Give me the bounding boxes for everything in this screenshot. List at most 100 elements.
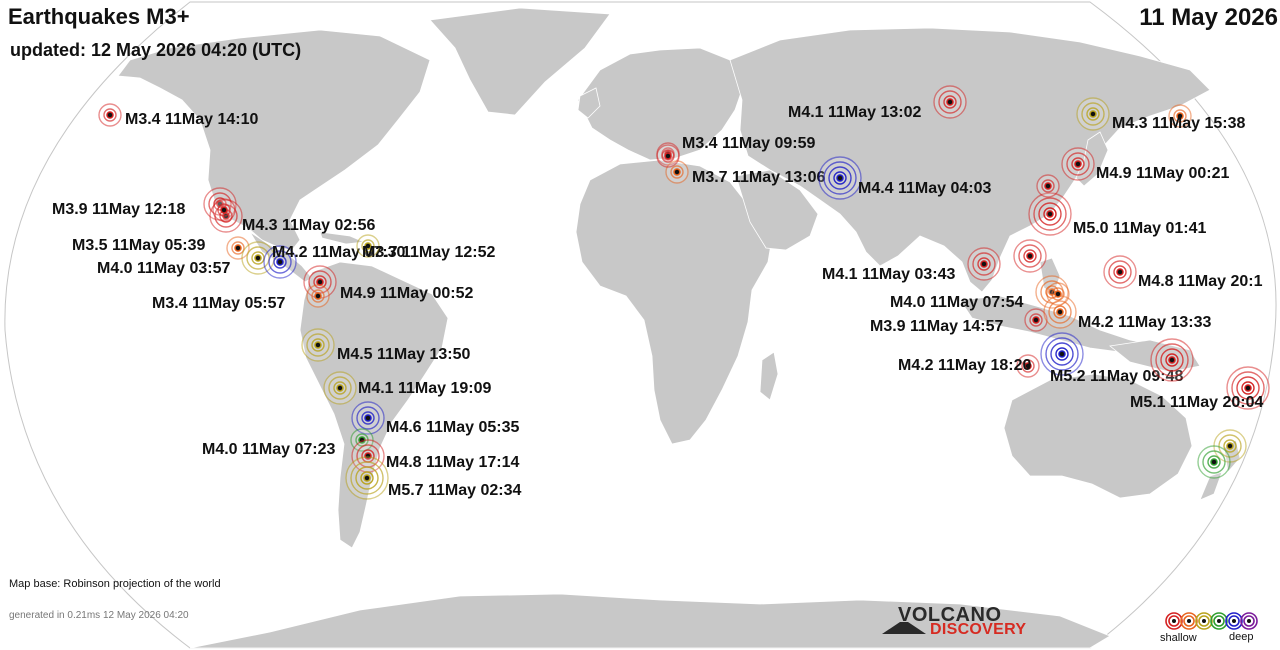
new-zealand-south <box>1199 471 1223 501</box>
quake-ring <box>1051 287 1065 301</box>
generated-note: generated in 0.21ms 12 May 2026 04:20 <box>9 610 189 621</box>
quake-ring <box>1218 434 1242 458</box>
quake-ring <box>1160 348 1184 372</box>
legend-shallow-label: shallow <box>1160 632 1197 644</box>
earthquake-marker[interactable] <box>1168 104 1192 128</box>
quake-epicenter <box>1168 356 1176 364</box>
quake-label: M4.2 11May 18:20 <box>898 357 1032 374</box>
legend-dot <box>1232 619 1236 623</box>
earthquake-marker[interactable] <box>1016 354 1040 378</box>
page-title: Earthquakes M3+ <box>8 4 190 29</box>
earthquake-marker[interactable] <box>656 144 680 168</box>
earthquake-marker[interactable] <box>356 234 380 258</box>
quake-label: M5.2 11May 09:48 <box>1050 368 1184 385</box>
quake-ring <box>1202 450 1226 474</box>
earthquake-marker[interactable] <box>306 284 330 308</box>
quake-ring <box>350 461 384 495</box>
legend-deep-label: deep <box>1229 631 1254 643</box>
earthquake-marker[interactable] <box>1076 97 1110 131</box>
map-base-note: Map base: Robinson projection of the wor… <box>9 578 221 590</box>
quake-label: M4.3 11May 15:38 <box>1112 115 1246 132</box>
earthquake-marker[interactable] <box>933 85 967 119</box>
quake-ring <box>1207 455 1221 469</box>
quake-ring <box>1045 337 1079 371</box>
quake-ring <box>972 252 996 276</box>
earthquake-marker[interactable] <box>241 241 275 275</box>
earthquake-marker[interactable] <box>351 401 385 435</box>
quake-label: M3.4 11May 09:59 <box>682 135 816 152</box>
quake-label: M4.8 11May 20:1 <box>1138 273 1263 290</box>
quake-ring <box>1033 197 1067 231</box>
earthquake-marker[interactable] <box>1013 239 1047 273</box>
quake-epicenter <box>1074 160 1082 168</box>
africa <box>575 159 773 445</box>
quake-label: M3.9 11May 12:18 <box>52 201 186 218</box>
quake-ring <box>1021 359 1035 373</box>
quake-ring <box>1041 179 1055 193</box>
logo-volcano-text: VOLCANO <box>898 604 1002 626</box>
legend-ring <box>1180 612 1198 630</box>
earthquake-marker[interactable] <box>1036 174 1060 198</box>
caribbean <box>319 231 366 245</box>
quake-label: M3.4 11May 14:10 <box>125 111 259 128</box>
legend-ring <box>1195 612 1213 630</box>
earthquake-marker[interactable] <box>818 156 862 200</box>
quake-ring <box>1048 300 1072 324</box>
quake-ring <box>1223 439 1237 453</box>
quake-ring <box>1053 305 1067 319</box>
earthquake-marker[interactable] <box>301 328 335 362</box>
earthquake-marker[interactable] <box>1197 445 1231 479</box>
earthquake-marker[interactable] <box>1046 282 1070 306</box>
quake-ring <box>828 166 852 190</box>
legend-dot <box>1187 619 1191 623</box>
quake-epicenter <box>364 414 372 422</box>
quake-ring <box>311 289 325 303</box>
quake-label: M3.5 11May 05:39 <box>72 237 206 254</box>
earthquake-marker[interactable] <box>226 236 250 260</box>
quake-epicenter <box>106 111 114 119</box>
quake-epicenter <box>1044 182 1052 190</box>
quake-epicenter <box>276 258 284 266</box>
landmasses <box>117 7 1241 649</box>
earthquake-marker[interactable] <box>1061 147 1095 181</box>
legend-ring <box>1165 612 1183 630</box>
quake-label: M4.6 11May 05:35 <box>386 419 520 436</box>
greenland <box>429 7 611 116</box>
volcano-discovery-logo[interactable]: VOLCANO DISCOVERY <box>880 604 1040 644</box>
quake-epicenter <box>314 292 322 300</box>
earthquake-marker[interactable] <box>98 103 122 127</box>
quake-label: M4.9 11May 00:52 <box>340 285 474 302</box>
south-america <box>299 261 449 549</box>
quake-epicenter <box>234 244 242 252</box>
quake-ring <box>311 338 325 352</box>
quake-epicenter <box>1032 316 1040 324</box>
quake-ring <box>1113 265 1127 279</box>
earthquake-marker[interactable] <box>1226 366 1270 410</box>
earthquake-marker[interactable] <box>1150 338 1194 382</box>
legend-dot <box>1202 619 1206 623</box>
earthquake-marker[interactable] <box>1028 192 1072 236</box>
earthquake-marker[interactable] <box>263 245 297 279</box>
quake-ring <box>1050 342 1074 366</box>
earthquake-marker[interactable] <box>1024 308 1048 332</box>
earthquake-marker[interactable] <box>1103 255 1137 289</box>
depth-legend-rings <box>1165 612 1258 630</box>
legend-ring <box>1243 615 1255 627</box>
quake-epicenter <box>363 474 371 482</box>
quake-ring <box>1018 244 1042 268</box>
legend-ring <box>1168 615 1180 627</box>
earthquake-marker[interactable] <box>323 371 357 405</box>
quake-label: M5.1 11May 20:04 <box>1130 394 1264 411</box>
earthquake-marker[interactable] <box>1040 332 1084 376</box>
legend-ring <box>1228 615 1240 627</box>
quake-epicenter <box>1046 210 1054 218</box>
quake-ring <box>833 171 847 185</box>
quake-ring <box>1165 353 1179 367</box>
earthquake-marker[interactable] <box>345 456 389 500</box>
north-america <box>117 29 431 251</box>
quake-epicenter <box>673 168 681 176</box>
earthquake-marker[interactable] <box>212 198 236 222</box>
quake-epicenter <box>1026 252 1034 260</box>
earthquake-marker[interactable] <box>967 247 1001 281</box>
